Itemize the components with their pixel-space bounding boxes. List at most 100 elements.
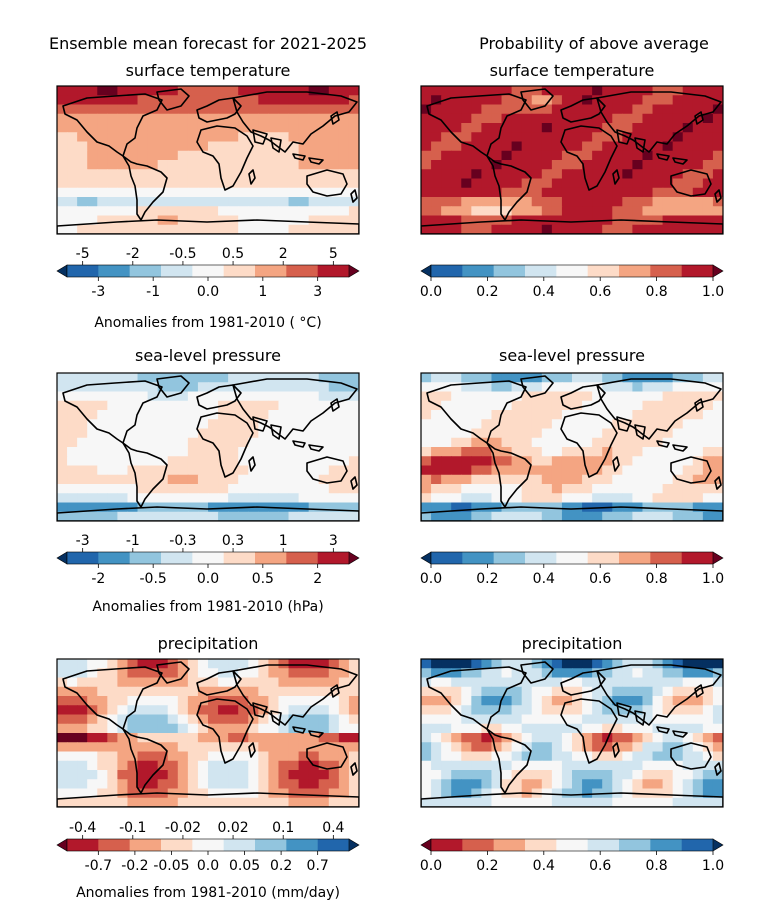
colorbar-top-tick-label: -5 [76, 246, 90, 262]
precip-prob-map [420, 658, 724, 808]
colorbar-segment [619, 552, 651, 564]
colorbar-segment [129, 552, 162, 564]
precip-prob-title: precipitation [522, 634, 623, 653]
colorbar-top-tick-label: 0.4 [322, 820, 344, 836]
precip-anomaly-colorbar: -0.7 -0.2 -0.05 0.0 0.05 0.2 0.7 -0.4 -0.1 -0.02 0… [56, 820, 360, 874]
colorbar-extend-high [712, 264, 724, 278]
colorbar-segment [192, 265, 224, 277]
colorbar-top-tick-label: -0.1 [119, 820, 146, 836]
colorbar-top-tick-label: 0.02 [217, 820, 248, 836]
colorbar-segment [98, 265, 130, 277]
colorbar-extend-high [712, 551, 724, 565]
colorbar-segment [161, 552, 193, 564]
colorbar-segment [619, 265, 651, 277]
precip-anomaly-map [56, 658, 360, 808]
colorbar-segment [192, 552, 224, 564]
mslp-anomaly-colorbar-label: Anomalies from 1981-2010 (hPa) [92, 599, 323, 615]
colorbar-segment [129, 839, 162, 851]
colorbar-bottom-tick-label: 0.5 [252, 571, 274, 587]
colorbar-bottom-tick-label: 0.6 [589, 284, 611, 300]
colorbar-segment [650, 265, 682, 277]
sat-prob-colorbar: 0.0 0.2 0.4 0.6 0.8 1.0 [420, 264, 724, 300]
colorbar-extend-high [348, 551, 360, 565]
left-column-heading: Ensemble mean forecast for 2021-2025 [49, 34, 367, 53]
colorbar-bottom-tick-label: 1.0 [702, 858, 724, 874]
colorbar-extend-high [712, 838, 724, 852]
mslp-anomaly-map [56, 372, 360, 522]
colorbar-top-tick-label: -0.02 [165, 820, 201, 836]
colorbar-extend-low [420, 838, 432, 852]
colorbar-top-tick-label: -1 [126, 533, 140, 549]
sat-anomaly-title: surface temperature [126, 61, 291, 80]
colorbar-segment [67, 552, 99, 564]
sat-anomaly-map [56, 85, 360, 235]
colorbar-segment [223, 265, 256, 277]
colorbar-bottom-tick-label: 0.6 [589, 571, 611, 587]
colorbar-bottom-tick-label: 0.2 [270, 858, 292, 874]
colorbar-bottom-tick-label: 0.7 [307, 858, 329, 874]
colorbar-segment [431, 839, 463, 851]
colorbar-top-tick-label: -3 [76, 533, 90, 549]
colorbar-segment [431, 265, 463, 277]
colorbar-segment [462, 552, 494, 564]
mslp-anomaly-title: sea-level pressure [135, 346, 281, 365]
colorbar-segment [525, 839, 557, 851]
colorbar-top-tick-label: 1 [279, 533, 288, 549]
colorbar-segment [129, 265, 162, 277]
colorbar-bottom-tick-label: 0.8 [645, 284, 667, 300]
colorbar-segment [286, 839, 318, 851]
colorbar-bottom-tick-label: 0.4 [533, 858, 555, 874]
colorbar-segment [681, 839, 714, 851]
precip-anomaly-title: precipitation [158, 634, 259, 653]
colorbar-segment [192, 839, 224, 851]
colorbar-bottom-tick-label: -2 [91, 571, 105, 587]
colorbar-bottom-tick-label: 0.4 [533, 571, 555, 587]
right-column-heading: Probability of above average [479, 34, 709, 53]
colorbar-extend-high [348, 264, 360, 278]
colorbar-bottom-tick-label: 0.8 [645, 571, 667, 587]
mslp-prob-map [420, 372, 724, 522]
colorbar-bottom-tick-label: 0.0 [197, 571, 219, 587]
colorbar-bottom-tick-label: 0.2 [476, 858, 498, 874]
colorbar-segment [556, 552, 588, 564]
colorbar-segment [67, 839, 99, 851]
colorbar-segment [525, 265, 557, 277]
colorbar-segment [493, 552, 526, 564]
colorbar-segment [587, 552, 620, 564]
colorbar-top-tick-label: 0.3 [222, 533, 244, 549]
colorbar-segment [255, 265, 287, 277]
colorbar-segment [286, 265, 318, 277]
colorbar-top-tick-label: -0.4 [69, 820, 96, 836]
colorbar-segment [556, 265, 588, 277]
sat-prob-title: surface temperature [490, 61, 655, 80]
precip-anomaly-colorbar-label: Anomalies from 1981-2010 (mm/day) [76, 885, 340, 901]
colorbar-segment [493, 265, 526, 277]
colorbar-segment [317, 839, 350, 851]
colorbar-extend-high [348, 838, 360, 852]
colorbar-bottom-tick-label: 1.0 [702, 284, 724, 300]
colorbar-bottom-tick-label: 0.2 [476, 571, 498, 587]
colorbar-bottom-tick-label: -0.5 [140, 571, 167, 587]
colorbar-bottom-tick-label: 1 [258, 284, 267, 300]
colorbar-segment [493, 839, 526, 851]
colorbar-bottom-tick-label: 0.0 [420, 571, 442, 587]
colorbar-top-tick-label: 3 [329, 533, 338, 549]
colorbar-top-tick-label: 0.5 [222, 246, 244, 262]
colorbar-segment [681, 265, 714, 277]
colorbar-top-tick-label: -2 [126, 246, 140, 262]
sat-prob-map [420, 85, 724, 235]
colorbar-segment [161, 839, 193, 851]
colorbar-top-tick-label: -0.3 [169, 533, 196, 549]
colorbar-extend-low [56, 264, 68, 278]
colorbar-extend-low [420, 551, 432, 565]
colorbar-bottom-tick-label: 2 [313, 571, 322, 587]
colorbar-bottom-tick-label: -3 [91, 284, 105, 300]
colorbar-segment [462, 265, 494, 277]
colorbar-bottom-tick-label: 1.0 [702, 571, 724, 587]
colorbar-bottom-tick-label: 0.0 [197, 858, 219, 874]
mslp-prob-colorbar: 0.0 0.2 0.4 0.6 0.8 1.0 [420, 551, 724, 587]
colorbar-bottom-tick-label: 0.4 [533, 284, 555, 300]
colorbar-segment [431, 552, 463, 564]
mslp-anomaly-colorbar: -2 -0.5 0.0 0.5 2 -3 -1 -0.3 0.3 1 3 [56, 533, 360, 587]
